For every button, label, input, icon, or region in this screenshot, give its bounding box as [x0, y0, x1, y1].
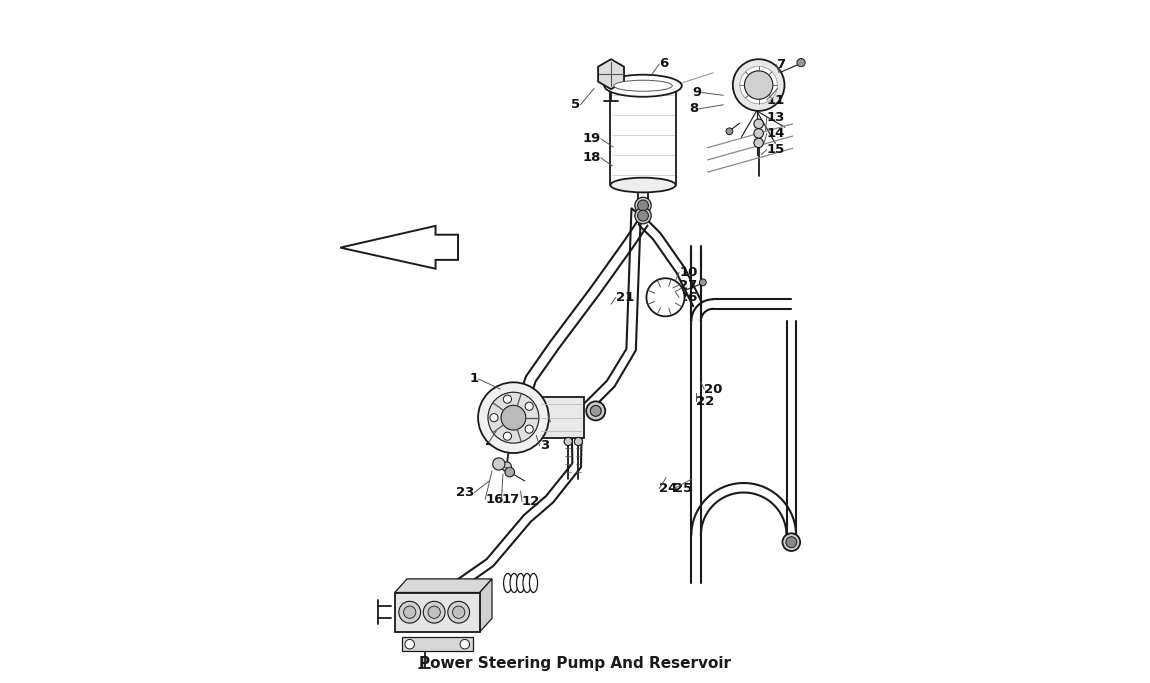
Circle shape [741, 66, 777, 104]
Circle shape [478, 382, 549, 453]
Polygon shape [480, 579, 492, 632]
Text: 20: 20 [704, 382, 722, 395]
Polygon shape [598, 59, 624, 89]
Circle shape [741, 66, 777, 104]
Ellipse shape [607, 76, 678, 95]
Text: 15: 15 [767, 143, 785, 156]
Circle shape [754, 138, 764, 148]
Ellipse shape [511, 574, 519, 592]
Ellipse shape [523, 574, 531, 592]
Text: 9: 9 [692, 86, 702, 99]
Circle shape [526, 402, 534, 410]
Circle shape [447, 601, 469, 623]
Circle shape [405, 639, 414, 649]
Circle shape [501, 462, 512, 471]
Text: 23: 23 [455, 486, 474, 499]
Text: 13: 13 [767, 111, 785, 124]
Circle shape [404, 606, 416, 618]
Circle shape [590, 406, 601, 417]
Circle shape [490, 414, 498, 422]
Circle shape [637, 200, 649, 211]
Circle shape [741, 66, 777, 104]
Text: 3: 3 [539, 439, 549, 452]
Circle shape [733, 59, 784, 111]
Text: 16: 16 [485, 493, 504, 506]
Text: 22: 22 [696, 395, 714, 408]
Circle shape [399, 601, 421, 623]
Circle shape [488, 392, 539, 443]
Circle shape [635, 208, 651, 224]
Circle shape [586, 402, 605, 421]
Text: 1: 1 [469, 372, 478, 385]
Circle shape [505, 467, 514, 477]
Circle shape [744, 71, 773, 99]
Circle shape [646, 278, 684, 316]
Text: 24: 24 [659, 482, 677, 495]
Ellipse shape [614, 80, 673, 92]
Polygon shape [340, 226, 458, 268]
Circle shape [782, 533, 800, 551]
Text: 25: 25 [674, 482, 692, 495]
Text: 19: 19 [583, 133, 600, 145]
Circle shape [460, 639, 469, 649]
Text: 6: 6 [659, 57, 668, 70]
Text: 7: 7 [776, 58, 785, 71]
Circle shape [741, 66, 777, 104]
Circle shape [741, 66, 777, 104]
Circle shape [504, 432, 512, 441]
Text: Power Steering Pump And Reservoir: Power Steering Pump And Reservoir [419, 656, 731, 671]
Circle shape [785, 537, 797, 548]
Circle shape [754, 128, 764, 138]
Circle shape [501, 405, 526, 430]
Circle shape [504, 395, 512, 403]
Circle shape [741, 66, 777, 104]
Circle shape [635, 197, 651, 214]
Circle shape [453, 606, 465, 618]
Circle shape [637, 210, 649, 221]
Text: 2: 2 [485, 435, 493, 448]
Circle shape [726, 128, 733, 135]
Text: 12: 12 [522, 495, 540, 508]
Text: 14: 14 [767, 127, 785, 140]
Circle shape [754, 119, 764, 128]
Ellipse shape [611, 178, 676, 193]
Text: 26: 26 [678, 291, 697, 304]
Text: 8: 8 [690, 102, 699, 115]
Circle shape [565, 437, 573, 445]
Ellipse shape [604, 74, 682, 97]
Text: 21: 21 [615, 291, 634, 304]
Bar [394, 592, 480, 632]
Circle shape [574, 437, 583, 445]
Circle shape [492, 458, 505, 470]
Ellipse shape [516, 574, 524, 592]
Text: 17: 17 [501, 493, 520, 506]
Text: 27: 27 [678, 279, 697, 292]
Ellipse shape [504, 574, 512, 592]
Text: 11: 11 [767, 94, 785, 107]
Polygon shape [394, 579, 492, 592]
Circle shape [699, 279, 706, 285]
Bar [401, 637, 473, 651]
Circle shape [423, 601, 445, 623]
Circle shape [526, 425, 534, 433]
Circle shape [428, 606, 440, 618]
Circle shape [797, 59, 805, 67]
Text: 5: 5 [572, 98, 581, 111]
Bar [539, 398, 583, 438]
Text: 10: 10 [678, 266, 697, 279]
Text: 18: 18 [582, 152, 600, 165]
Text: 4: 4 [551, 415, 560, 428]
Ellipse shape [529, 574, 537, 592]
